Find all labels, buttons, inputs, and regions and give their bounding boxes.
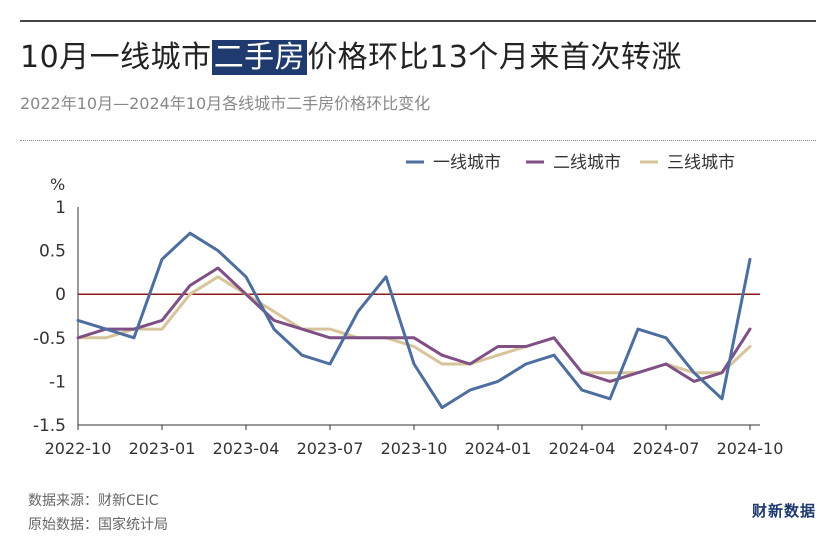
dotted-divider: [20, 140, 816, 141]
series-line: [76, 266, 752, 383]
original-source: 原始数据：国家统计局: [28, 517, 168, 533]
y-tick-label: 0: [55, 285, 66, 305]
brand-logo: 财新数据: [751, 502, 816, 520]
x-tick-label: 2024-10: [717, 439, 784, 458]
y-unit-label: %: [50, 175, 65, 194]
x-tick-label: 2024-07: [633, 439, 700, 458]
data-source: 数据来源：财新CEIC: [28, 493, 159, 509]
x-tick-label: 2023-10: [381, 439, 448, 458]
x-tick-label: 2023-01: [129, 439, 196, 458]
legend-label: 三线城市: [667, 153, 735, 173]
x-tick-label: 2023-04: [213, 439, 280, 458]
x-tick-label: 2024-01: [465, 439, 532, 458]
x-tick-label: 2024-04: [549, 439, 616, 458]
title-before: 10月一线城市: [20, 40, 212, 75]
series-line: [76, 275, 752, 375]
legend-label: 二线城市: [553, 153, 621, 173]
y-tick-label: -1.5: [33, 416, 66, 436]
top-rule: [20, 20, 816, 22]
y-tick-label: 0.5: [39, 242, 66, 262]
x-tick-label: 2023-07: [297, 439, 364, 458]
page-title: 10月一线城市二手房价格环比13个月来首次转涨: [20, 32, 682, 76]
x-tick-label: 2022-10: [45, 439, 112, 458]
y-tick-label: -1: [49, 372, 66, 392]
y-tick-label: -0.5: [33, 329, 66, 349]
y-tick-label: 1: [55, 198, 66, 218]
series-line: [76, 231, 752, 410]
title-after: 价格环比13个月来首次转涨: [307, 40, 682, 75]
legend-label: 一线城市: [433, 153, 501, 173]
title-highlight: 二手房: [211, 40, 308, 75]
chart-subtitle: 2022年10月—2024年10月各线城市二手房价格环比变化: [20, 94, 431, 113]
